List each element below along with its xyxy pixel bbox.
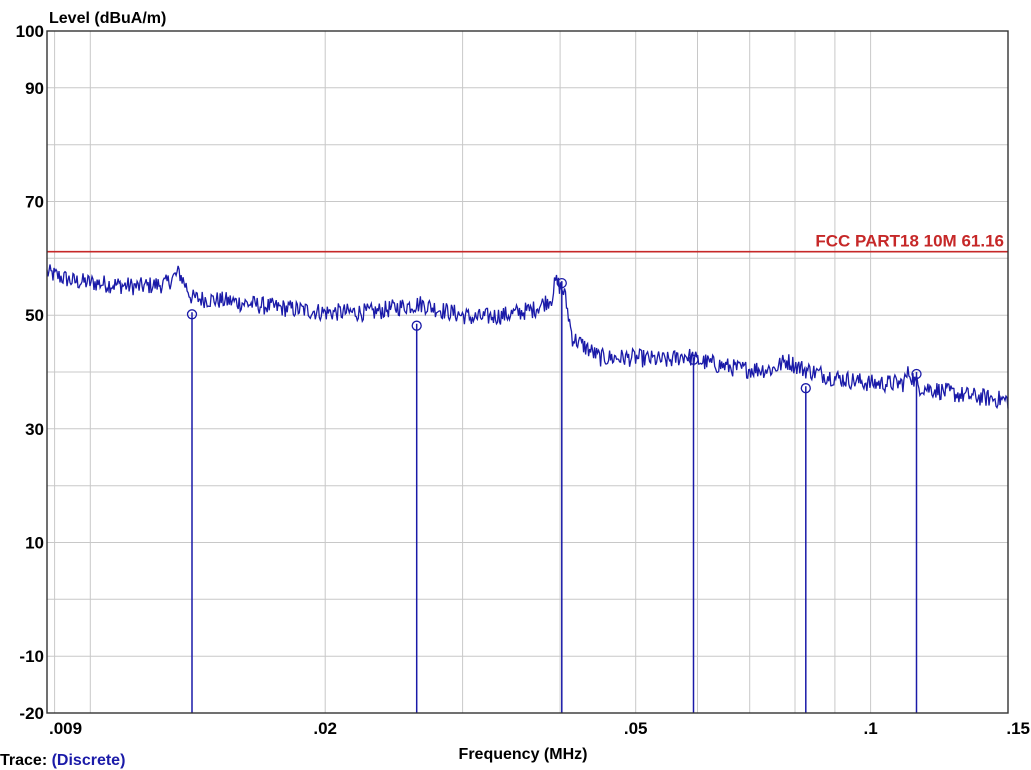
x-axis-ticks: .009 .02 .05 .1 .15 bbox=[49, 719, 1030, 738]
gridlines bbox=[47, 31, 1009, 713]
trace-legend: Trace: (Discrete) bbox=[0, 752, 125, 770]
trace-legend-value: (Discrete) bbox=[51, 752, 126, 769]
y-tick-label: 50 bbox=[25, 306, 44, 325]
y-tick-label: 90 bbox=[25, 79, 44, 98]
marker-point bbox=[411, 320, 422, 331]
x-tick-label: .02 bbox=[313, 719, 337, 738]
y-tick-label: -20 bbox=[19, 704, 44, 723]
marker-point bbox=[186, 309, 198, 320]
x-tick-label: .15 bbox=[1006, 719, 1030, 738]
x-tick-label: .009 bbox=[49, 719, 82, 738]
limit-line-label: FCC PART18 10M 61.16 bbox=[815, 232, 1004, 251]
plot-border bbox=[46, 30, 1009, 714]
y-tick-label: 70 bbox=[25, 193, 44, 212]
y-axis-title: Level (dBuA/m) bbox=[49, 10, 166, 27]
y-tick-label: -10 bbox=[19, 647, 44, 666]
y-tick-label: 10 bbox=[25, 534, 44, 553]
limit-line-group: FCC PART18 10M 61.16 bbox=[47, 232, 1008, 253]
x-tick-label: .1 bbox=[864, 719, 878, 738]
y-tick-label: 100 bbox=[16, 22, 44, 41]
x-axis-title: Frequency (MHz) bbox=[459, 746, 588, 763]
y-axis-ticks: 100 90 70 50 30 10 -10 -20 bbox=[16, 22, 44, 723]
marker-point bbox=[800, 383, 811, 394]
y-tick-label: 30 bbox=[25, 420, 44, 439]
x-tick-label: .05 bbox=[624, 719, 648, 738]
measurement-trace bbox=[46, 264, 1009, 410]
trace-legend-label: Trace: bbox=[0, 752, 48, 769]
